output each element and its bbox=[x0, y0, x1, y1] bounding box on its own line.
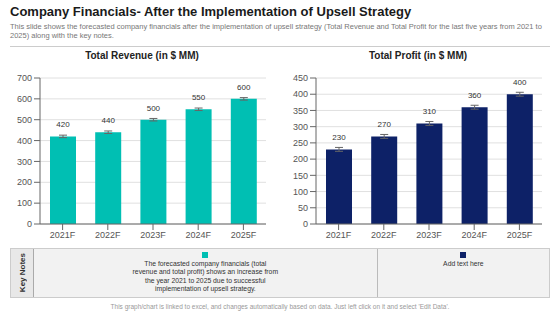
svg-text:2021F: 2021F bbox=[50, 230, 76, 240]
html-text:The forecasted company financi: The forecasted company financials (total… bbox=[132, 260, 279, 293]
svg-text:400: 400 bbox=[17, 136, 32, 146]
svg-text:400: 400 bbox=[513, 78, 527, 87]
svg-text:2025F: 2025F bbox=[507, 230, 533, 240]
svg-text:2025F: 2025F bbox=[231, 230, 257, 240]
svg-text:100: 100 bbox=[17, 198, 32, 208]
svg-text:0: 0 bbox=[303, 219, 308, 229]
svg-text:100: 100 bbox=[293, 187, 308, 197]
html-text:This graph/chart is linked to: This graph/chart is linked to excel, and… bbox=[110, 303, 450, 310]
svg-text:0: 0 bbox=[27, 219, 32, 229]
svg-text:2023F: 2023F bbox=[140, 230, 166, 240]
svg-text:250: 250 bbox=[293, 138, 308, 148]
html-text:Total Revenue (in $ MM): Total Revenue (in $ MM) bbox=[85, 50, 199, 61]
svg-text:200: 200 bbox=[293, 154, 308, 164]
svg-text:270: 270 bbox=[378, 120, 392, 129]
svg-text:150: 150 bbox=[293, 171, 308, 181]
svg-text:700: 700 bbox=[17, 73, 32, 83]
svg-text:400: 400 bbox=[293, 89, 308, 99]
svg-text:500: 500 bbox=[147, 104, 161, 113]
svg-text:600: 600 bbox=[237, 83, 251, 92]
svg-text:450: 450 bbox=[293, 73, 308, 83]
svg-text:200: 200 bbox=[17, 177, 32, 187]
html-text:This slide shows the forecaste: This slide shows the forecasted company … bbox=[10, 22, 542, 40]
svg-text:420: 420 bbox=[56, 120, 70, 129]
svg-text:600: 600 bbox=[17, 94, 32, 104]
svg-text:2023F: 2023F bbox=[416, 230, 442, 240]
svg-text:440: 440 bbox=[102, 116, 116, 125]
svg-text:350: 350 bbox=[293, 106, 308, 116]
svg-text:310: 310 bbox=[423, 107, 437, 116]
svg-text:300: 300 bbox=[17, 157, 32, 167]
svg-text:2021F: 2021F bbox=[326, 230, 352, 240]
svg-text:2024F: 2024F bbox=[185, 230, 211, 240]
svg-text:2024F: 2024F bbox=[461, 230, 487, 240]
html-text:Add text here: Add text here bbox=[443, 260, 484, 267]
svg-text:2022F: 2022F bbox=[371, 230, 397, 240]
html-text:Company Financials- After the: Company Financials- After the Implementa… bbox=[10, 4, 412, 19]
svg-text:550: 550 bbox=[192, 93, 206, 102]
svg-text:360: 360 bbox=[468, 91, 482, 100]
svg-text:500: 500 bbox=[17, 115, 32, 125]
html-text:Key Notes: Key Notes bbox=[17, 253, 27, 293]
svg-text:50: 50 bbox=[298, 203, 308, 213]
html-text:Total Profit (in $ MM): Total Profit (in $ MM) bbox=[368, 50, 468, 61]
svg-text:230: 230 bbox=[332, 133, 346, 142]
svg-text:300: 300 bbox=[293, 122, 308, 132]
svg-text:2022F: 2022F bbox=[95, 230, 121, 240]
